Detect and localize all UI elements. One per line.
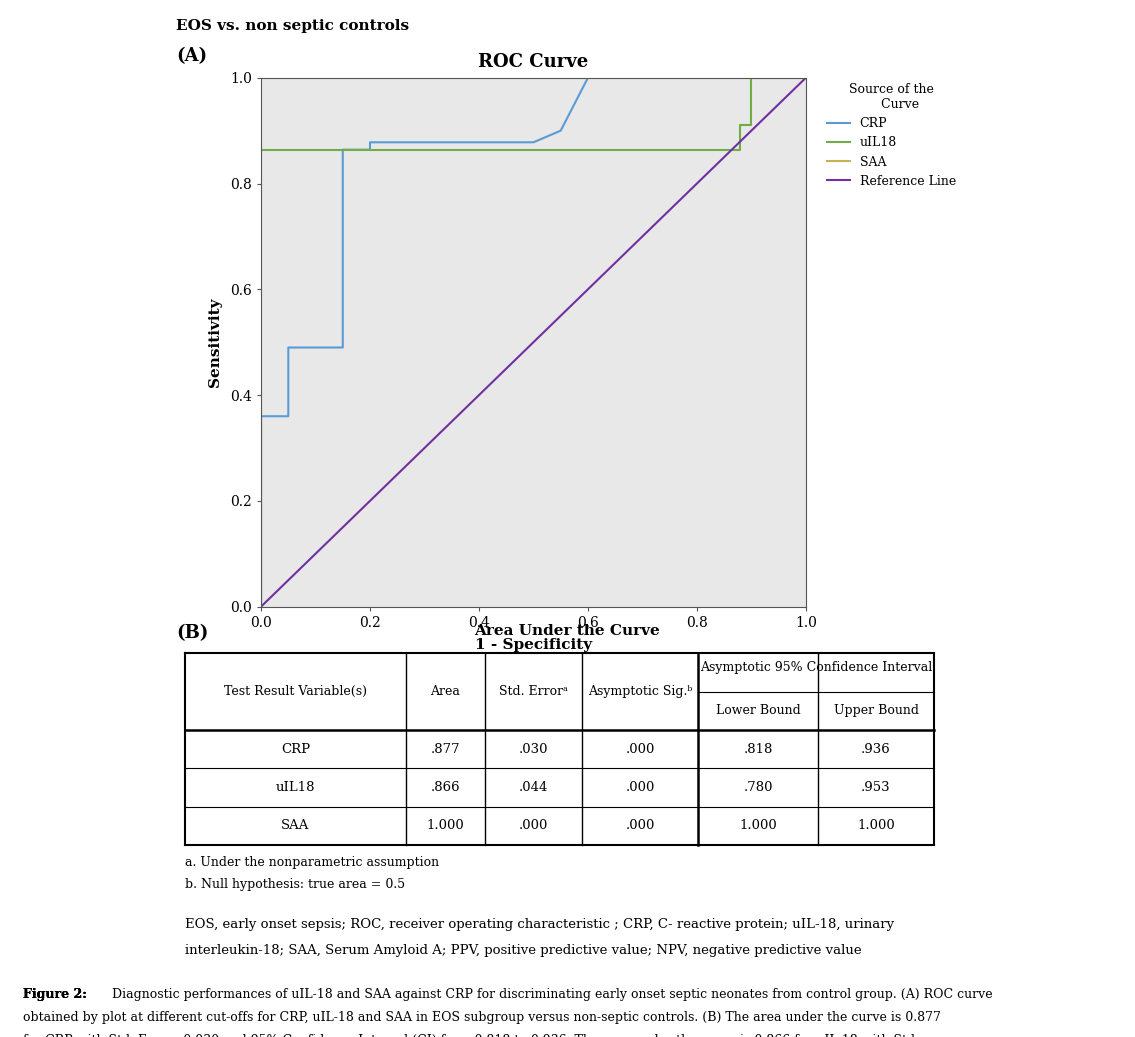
Text: interleukin-18; SAA, Serum Amyloid A; PPV, positive predictive value; NPV, negat: interleukin-18; SAA, Serum Amyloid A; PP… (185, 944, 861, 957)
Text: Figure 2:: Figure 2: (23, 988, 86, 1002)
Text: .780: .780 (743, 781, 773, 794)
Text: Std. Errorᵃ: Std. Errorᵃ (499, 685, 568, 698)
Text: obtained by plot at different cut-offs for CRP, uIL-18 and SAA in EOS subgroup v: obtained by plot at different cut-offs f… (23, 1011, 941, 1025)
Text: EOS, early onset sepsis; ROC, receiver operating characteristic ; CRP, C- reacti: EOS, early onset sepsis; ROC, receiver o… (185, 918, 894, 931)
Text: Asymptotic Sig.ᵇ: Asymptotic Sig.ᵇ (588, 685, 692, 698)
Text: .936: .936 (861, 742, 891, 756)
Text: Asymptotic 95% Confidence Interval: Asymptotic 95% Confidence Interval (700, 662, 932, 674)
Text: Area: Area (430, 685, 461, 698)
Text: .000: .000 (625, 781, 655, 794)
Title: ROC Curve: ROC Curve (478, 53, 589, 71)
Text: .044: .044 (519, 781, 548, 794)
Text: 1.000: 1.000 (857, 819, 894, 833)
Text: Area Under the Curve: Area Under the Curve (474, 624, 661, 639)
Text: a. Under the nonparametric assumption: a. Under the nonparametric assumption (185, 856, 439, 869)
Text: EOS vs. non septic controls: EOS vs. non septic controls (176, 19, 409, 33)
Text: Upper Bound: Upper Bound (833, 704, 918, 718)
Text: Test Result Variable(s): Test Result Variable(s) (224, 685, 367, 698)
Text: Figure 2:: Figure 2: (23, 988, 86, 1002)
X-axis label: 1 - Specificity: 1 - Specificity (474, 638, 592, 652)
Text: .818: .818 (743, 742, 773, 756)
Text: Lower Bound: Lower Bound (716, 704, 800, 718)
Text: for CRP with Std. Error=0.030 and 95% Confidence Interval (CI) from 0.818 to 0.9: for CRP with Std. Error=0.030 and 95% Co… (23, 1034, 918, 1037)
Text: (A): (A) (176, 47, 207, 64)
Text: (B): (B) (176, 624, 209, 642)
Y-axis label: Sensitivity: Sensitivity (208, 298, 221, 387)
Text: SAA: SAA (281, 819, 310, 833)
Text: Diagnostic performances of uIL-18 and SAA against CRP for discriminating early o: Diagnostic performances of uIL-18 and SA… (108, 988, 992, 1002)
Text: .866: .866 (430, 781, 460, 794)
Text: Figure 2:: Figure 2: (23, 988, 86, 1002)
Text: 1.000: 1.000 (427, 819, 464, 833)
Text: CRP: CRP (281, 742, 310, 756)
Text: b. Null hypothesis: true area = 0.5: b. Null hypothesis: true area = 0.5 (185, 878, 405, 892)
Text: .000: .000 (519, 819, 548, 833)
Text: .953: .953 (861, 781, 891, 794)
Text: .877: .877 (430, 742, 460, 756)
Text: uIL18: uIL18 (276, 781, 316, 794)
Text: 1.000: 1.000 (739, 819, 777, 833)
Text: .000: .000 (625, 819, 655, 833)
Text: .000: .000 (625, 742, 655, 756)
Text: .030: .030 (519, 742, 548, 756)
Legend: CRP, uIL18, SAA, Reference Line: CRP, uIL18, SAA, Reference Line (822, 78, 961, 193)
